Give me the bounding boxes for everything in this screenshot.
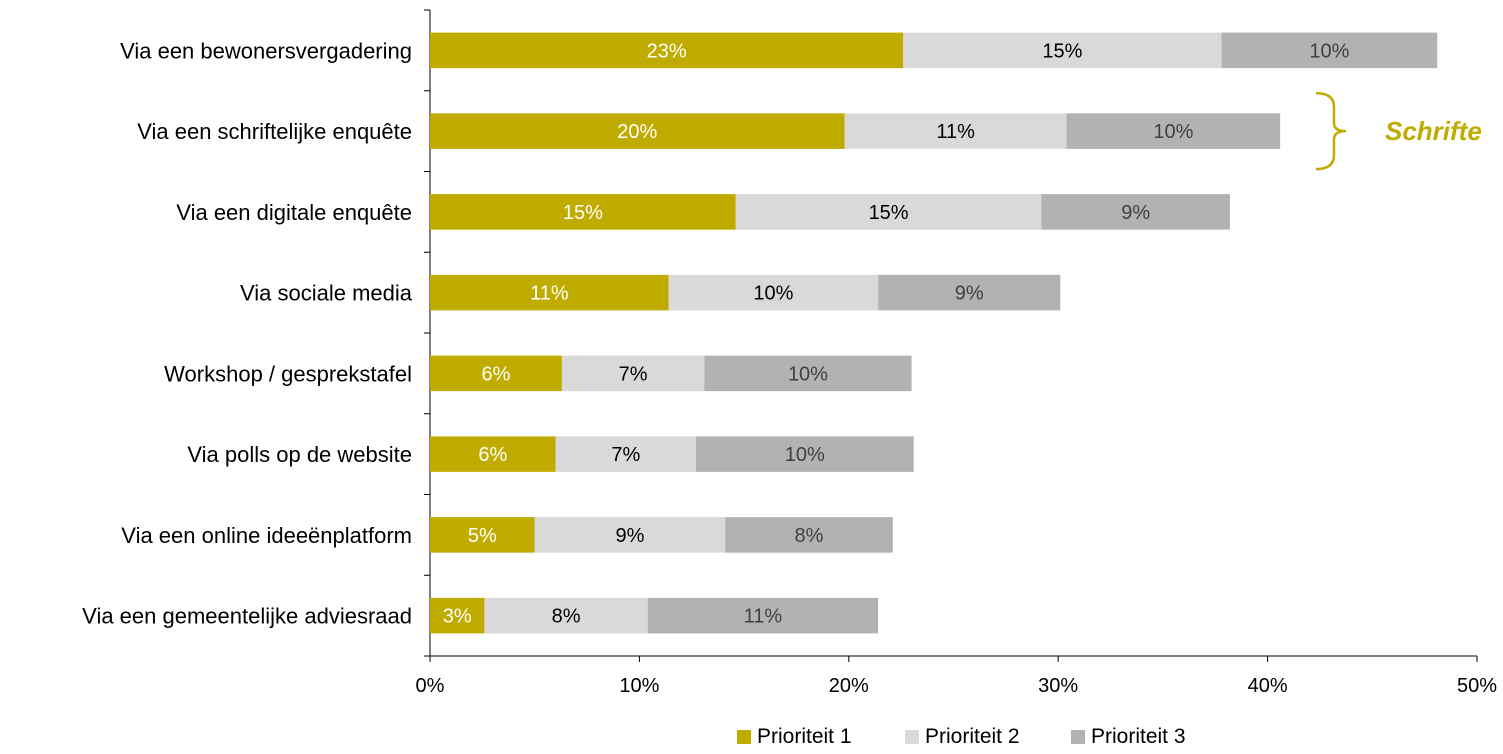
category-label: Via een digitale enquête: [176, 200, 412, 225]
x-tick-label: 50%: [1457, 675, 1497, 697]
data-label: 9%: [955, 283, 984, 305]
data-label: 9%: [616, 525, 645, 547]
data-label: 10%: [788, 363, 828, 385]
category-label: Via een online ideeënplatform: [121, 523, 412, 548]
bar-segment: [878, 274, 1061, 311]
legend-label: Prioriteit 3: [1091, 725, 1186, 748]
brace-icon: [1315, 91, 1347, 171]
category-label: Via polls op de website: [187, 442, 412, 467]
data-label: 6%: [482, 363, 511, 385]
x-tick-label: 0%: [416, 675, 445, 697]
category-labels: Via een bewonersvergadering Via een schri…: [82, 38, 413, 628]
bar-segment: [430, 274, 669, 311]
x-tick-label: 20%: [829, 675, 869, 697]
data-label: 8%: [795, 525, 824, 547]
category-label: Via sociale media: [240, 281, 413, 306]
data-label: 20%: [617, 121, 657, 143]
annotation-text: Schrifte: [1385, 116, 1482, 146]
data-label: 15%: [869, 202, 909, 224]
data-label: 8%: [552, 606, 581, 628]
bar-segment: [668, 274, 879, 311]
bar-segment: [561, 355, 705, 392]
bar-segment: [555, 436, 696, 472]
legend-swatch: [737, 730, 751, 744]
bar-segment: [695, 436, 914, 472]
bar-segment: [430, 597, 485, 634]
category-label: Via een bewonersvergadering: [120, 38, 412, 63]
bar-segment: [430, 113, 845, 149]
bar-segment: [484, 597, 648, 634]
bar-segment: [430, 194, 736, 230]
category-label: Via een schriftelijke enquête: [137, 119, 412, 144]
bar-segment: [1041, 194, 1230, 230]
bar-segment: [704, 355, 912, 392]
data-label: 7%: [611, 444, 640, 466]
data-label: 10%: [1309, 40, 1349, 62]
axes: [424, 9, 1478, 662]
bar-segment: [1221, 32, 1438, 69]
legend: Prioriteit 1 Prioriteit 2 Prioriteit 3: [737, 725, 1186, 748]
legend-swatch: [1071, 730, 1085, 744]
bar-segment: [430, 436, 556, 472]
data-label: 6%: [478, 444, 507, 466]
data-label: 15%: [563, 202, 603, 224]
data-label: 3%: [443, 606, 472, 628]
data-label: 10%: [785, 444, 825, 466]
data-label: 10%: [1153, 121, 1193, 143]
data-label: 5%: [468, 525, 497, 547]
bar-segment: [430, 32, 904, 69]
x-tick-labels: 0% 10% 20% 30% 40% 50%: [416, 675, 1498, 697]
bar-segment: [430, 355, 562, 392]
data-label: 15%: [1042, 40, 1082, 62]
bar-segment: [430, 517, 535, 553]
bar-segment: [534, 517, 726, 553]
data-label: 11%: [530, 283, 569, 305]
data-label: 10%: [753, 283, 793, 305]
bar-segment: [844, 113, 1067, 149]
x-tick-label: 40%: [1248, 675, 1288, 697]
data-label: 11%: [744, 606, 783, 628]
annotation: Schrifte: [1315, 91, 1482, 171]
category-label: Via een gemeentelijke adviesraad: [82, 604, 412, 629]
bar-segment: [1066, 113, 1281, 149]
x-tick-label: 10%: [619, 675, 659, 697]
data-label: 7%: [619, 363, 648, 385]
legend-label: Prioriteit 1: [757, 725, 852, 748]
bars: 23% 15% 10% 20% 11% 10% 15% 15% 9% 11% 10% 9% 6% 7% 10…: [430, 32, 1438, 634]
legend-label: Prioriteit 2: [925, 725, 1020, 748]
data-label: 11%: [936, 121, 975, 143]
data-label: 23%: [647, 40, 687, 62]
bar-segment: [725, 517, 893, 553]
legend-swatch: [905, 730, 919, 744]
bar-segment: [735, 194, 1042, 230]
bar-segment: [647, 597, 879, 634]
data-label: 9%: [1121, 202, 1150, 224]
category-label: Workshop / gesprekstafel: [164, 361, 412, 386]
bar-segment: [903, 32, 1222, 69]
x-tick-label: 30%: [1038, 675, 1078, 697]
